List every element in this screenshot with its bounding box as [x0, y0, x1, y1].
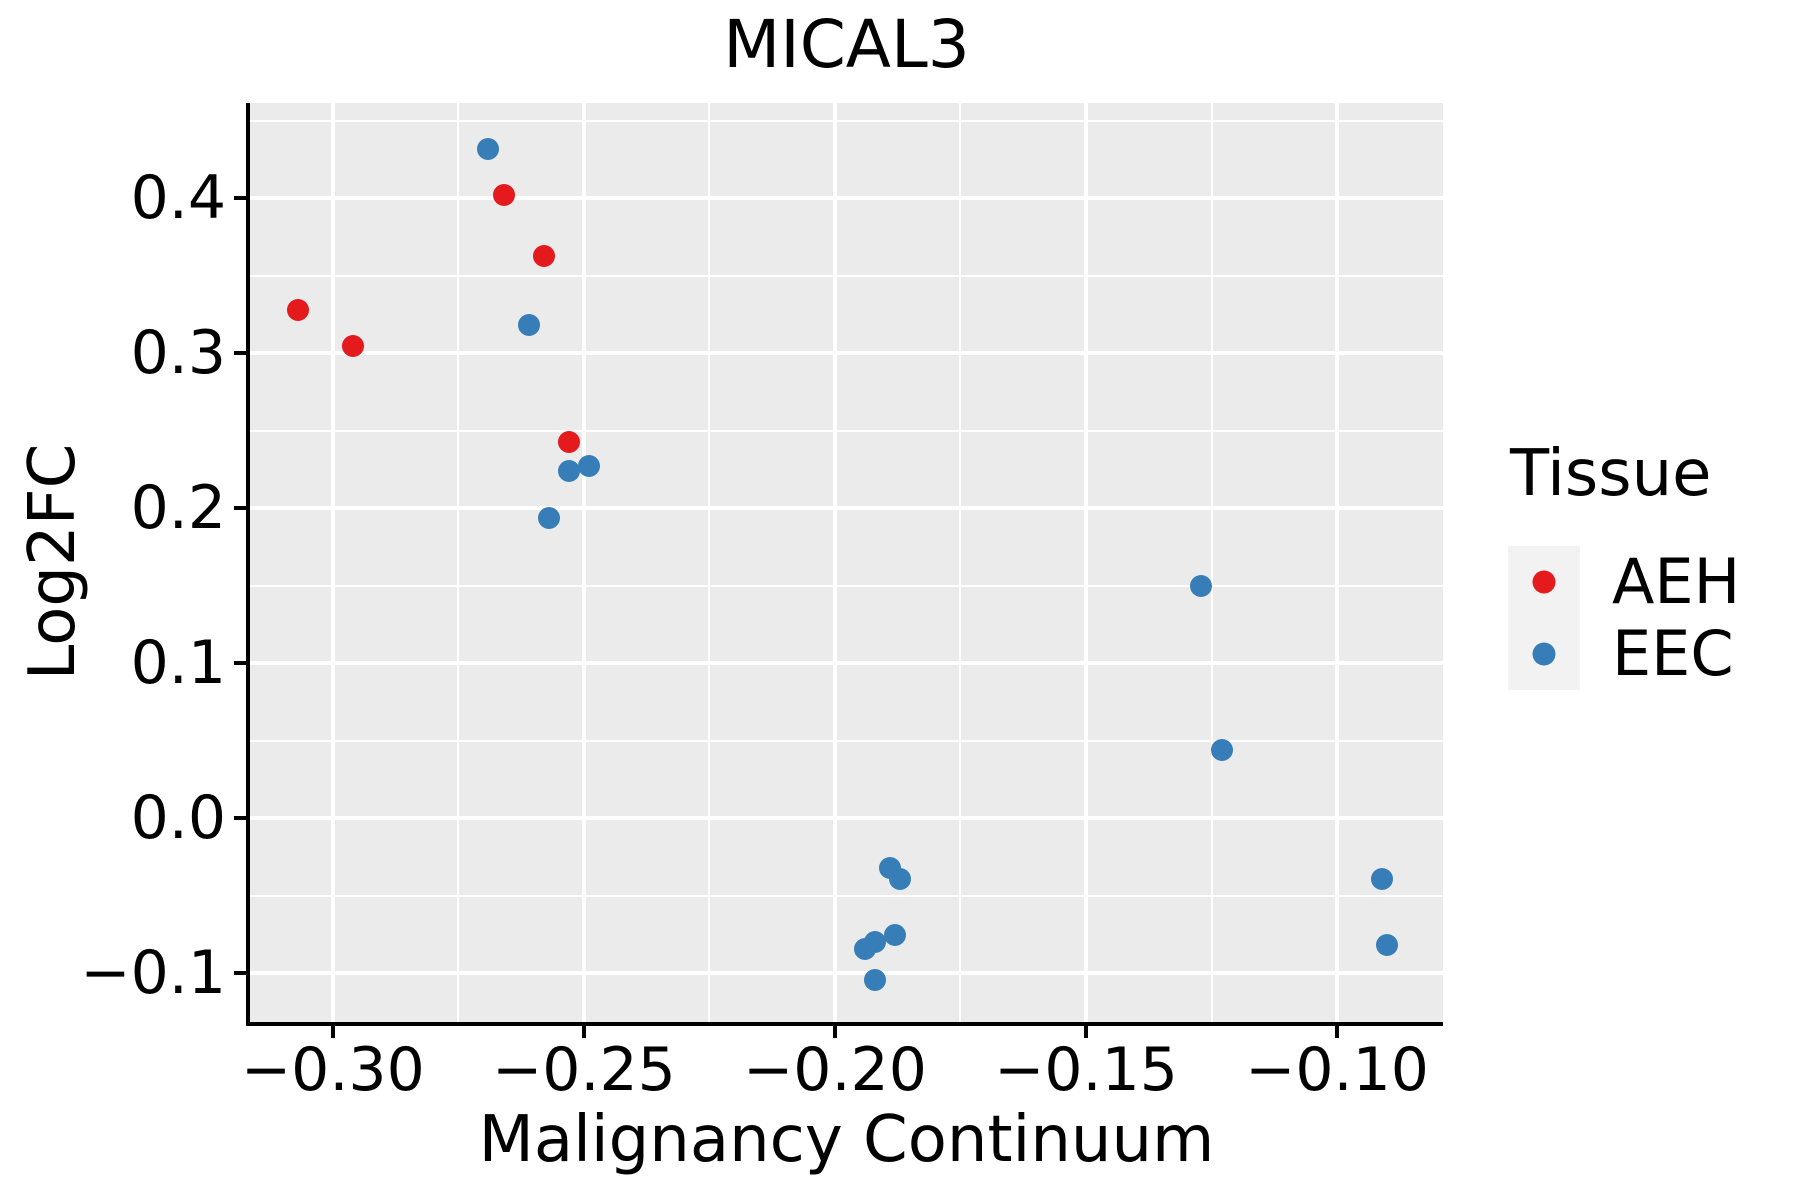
- data-point-aeh: [286, 298, 309, 321]
- x-tick-label: −0.30: [240, 1035, 425, 1105]
- gridline-major-y: [250, 351, 1443, 356]
- gridline-minor-y: [250, 584, 1443, 587]
- legend-item-label: AEH: [1612, 545, 1741, 618]
- gridline-minor-y: [250, 119, 1443, 122]
- x-tick-label: −0.20: [743, 1035, 927, 1105]
- chart-title: MICAL3: [723, 6, 970, 83]
- y-tick-label: 0.2: [130, 473, 226, 544]
- y-tick-label: −0.1: [80, 938, 226, 1009]
- x-tick: [581, 1026, 586, 1038]
- legend-swatch-dot: [1532, 642, 1556, 666]
- x-tick: [1335, 1026, 1340, 1038]
- x-axis-line: [246, 1022, 1443, 1026]
- data-point-aeh: [492, 184, 515, 207]
- y-tick: [234, 506, 246, 511]
- x-tick: [330, 1026, 335, 1038]
- data-point-eec: [477, 137, 500, 160]
- legend-item: AEH: [1508, 546, 1740, 618]
- data-point-eec: [577, 455, 600, 478]
- gridline-major-x: [1335, 103, 1340, 1022]
- gridline-minor-y: [250, 274, 1443, 277]
- x-tick-label: −0.10: [1245, 1035, 1429, 1105]
- gridline-major-x: [330, 103, 335, 1022]
- data-point-eec: [854, 937, 877, 960]
- data-point-aeh: [532, 244, 555, 267]
- y-tick: [234, 971, 246, 976]
- gridline-major-y: [250, 661, 1443, 666]
- gridline-minor-x: [959, 103, 962, 1022]
- gridline-major-y: [250, 196, 1443, 201]
- data-point-eec: [1376, 934, 1399, 957]
- y-tick: [234, 661, 246, 666]
- y-tick-label: 0.3: [130, 318, 226, 389]
- gridline-major-y: [250, 971, 1443, 976]
- x-tick-label: −0.25: [491, 1035, 676, 1105]
- y-tick-label: 0.1: [130, 628, 226, 699]
- gridline-minor-y: [250, 429, 1443, 432]
- legend-key: [1508, 618, 1580, 690]
- gridline-minor-x: [457, 103, 460, 1022]
- data-point-eec: [889, 867, 912, 890]
- legend-item: EEC: [1508, 618, 1740, 690]
- gridline-major-y: [250, 816, 1443, 821]
- gridline-major-y: [250, 506, 1443, 511]
- legend: Tissue AEH EEC: [1508, 442, 1740, 690]
- legend-title: Tissue: [1510, 437, 1712, 511]
- data-point-eec: [884, 923, 907, 946]
- x-axis-title: Malignancy Continuum: [478, 1103, 1215, 1177]
- gridline-minor-x: [708, 103, 711, 1022]
- legend-item-label: EEC: [1612, 617, 1734, 690]
- legend-swatch-dot: [1532, 570, 1556, 594]
- data-point-eec: [557, 460, 580, 483]
- data-point-eec: [864, 968, 887, 991]
- legend-key: [1508, 546, 1580, 618]
- data-point-eec: [1371, 867, 1394, 890]
- data-point-eec: [1190, 574, 1213, 597]
- y-tick: [234, 816, 246, 821]
- legend-items: AEH EEC: [1508, 546, 1740, 690]
- gridline-major-x: [1084, 103, 1088, 1022]
- gridline-minor-y: [250, 739, 1443, 742]
- data-point-aeh: [341, 334, 364, 357]
- gridline-major-x: [581, 103, 586, 1022]
- data-point-aeh: [557, 430, 580, 453]
- y-tick: [234, 351, 246, 356]
- x-tick-label: −0.15: [994, 1035, 1178, 1105]
- gridline-minor-x: [1210, 103, 1213, 1022]
- y-axis-title: Log2FC: [16, 443, 90, 681]
- gridline-minor-y: [250, 894, 1443, 897]
- y-tick-label: 0.0: [130, 783, 226, 854]
- data-point-eec: [517, 314, 540, 337]
- x-tick: [832, 1026, 837, 1038]
- y-axis-line: [246, 103, 250, 1026]
- gridline-major-x: [832, 103, 837, 1022]
- data-point-eec: [537, 506, 560, 529]
- x-tick: [1084, 1026, 1088, 1038]
- y-tick-label: 0.4: [130, 163, 226, 234]
- y-tick: [234, 196, 246, 201]
- plot-panel: [250, 103, 1443, 1022]
- data-point-eec: [1210, 739, 1233, 762]
